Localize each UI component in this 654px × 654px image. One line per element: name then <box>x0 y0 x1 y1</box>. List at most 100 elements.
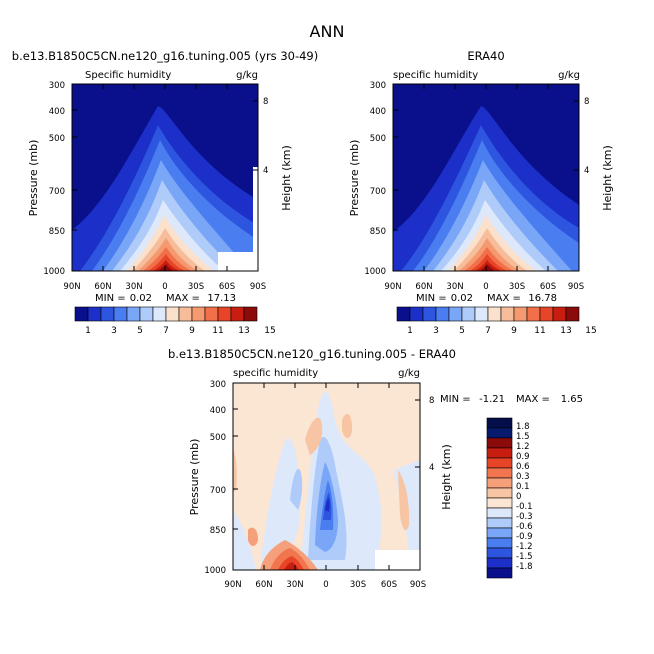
colorbar-swatch <box>513 306 528 322</box>
colorbar-swatch <box>243 306 258 322</box>
height-tick-label: 4 <box>263 166 268 176</box>
colorbar-label: 1.2 <box>516 442 530 452</box>
colorbar-label: 3 <box>433 326 439 336</box>
colorbar-swatch <box>486 547 513 559</box>
colorbar-label: 15 <box>585 326 596 336</box>
colorbar-swatch <box>486 557 513 569</box>
colorbar-label: 13 <box>560 326 571 336</box>
colorbar-label: 11 <box>212 326 223 336</box>
colorbar-label: 5 <box>459 326 465 336</box>
x-ticks <box>71 84 259 271</box>
colorbar-swatch <box>230 306 245 322</box>
page-title: ANN <box>310 22 345 41</box>
colorbar-label: -1.2 <box>516 542 533 552</box>
panel-title: b.e13.B1850C5CN.ne120_g16.tuning.005 - E… <box>168 347 456 361</box>
colorbar-label: 0.3 <box>516 472 530 482</box>
colorbar-swatch <box>486 497 513 509</box>
colorbar-swatch <box>500 306 515 322</box>
y-tick-label: 300 <box>210 380 226 390</box>
x-tick-label: 30S <box>350 580 366 590</box>
colorbar-swatch <box>409 306 424 322</box>
colorbar-label: 5 <box>137 326 143 336</box>
colorbar-swatch <box>448 306 463 322</box>
y-ticks <box>72 83 77 272</box>
min-label: MIN = <box>416 293 447 304</box>
colorbar-swatch <box>539 306 554 322</box>
colorbar-swatch <box>486 447 513 459</box>
colorbar-label: 0.9 <box>516 452 530 462</box>
x-tick-label: 90N <box>63 282 80 292</box>
y-tick-label: 700 <box>210 486 226 496</box>
panel-subtitle-left: Specific humidity <box>85 70 171 81</box>
y-tick-label: 400 <box>49 107 65 117</box>
y-axis-label: Pressure (mb) <box>27 140 40 217</box>
y-tick-label: 850 <box>49 227 65 237</box>
colorbar-swatch <box>486 487 513 499</box>
x-ticks <box>392 84 580 271</box>
height-axis-label: Height (km) <box>440 444 453 510</box>
y-tick-label: 1000 <box>204 566 226 576</box>
colorbar-swatch <box>486 567 513 579</box>
colorbar-label: -1.5 <box>516 552 533 562</box>
colorbar-swatch <box>178 306 193 322</box>
colorbar <box>74 306 258 322</box>
x-tick-label: 0 <box>162 282 167 292</box>
colorbar-swatch <box>486 427 513 439</box>
x-tick-label: 30N <box>446 282 463 292</box>
x-ticks <box>232 383 421 570</box>
colorbar-swatch <box>126 306 141 322</box>
max-label: MAX = <box>516 394 550 405</box>
x-tick-label: 30S <box>188 282 204 292</box>
x-tick-label: 30N <box>286 580 303 590</box>
colorbar-swatch <box>113 306 128 322</box>
max-value: 1.65 <box>561 394 583 405</box>
colorbar-swatch <box>217 306 232 322</box>
colorbar-swatch <box>422 306 437 322</box>
height-tick-label: 4 <box>429 463 434 473</box>
x-tick-label: 90N <box>224 580 241 590</box>
max-label: MAX = <box>487 293 521 304</box>
colorbar-label: -1.8 <box>516 562 533 572</box>
colorbar-label: 11 <box>534 326 545 336</box>
y-tick-label: 850 <box>210 526 226 536</box>
panel-subtitle-right: g/kg <box>236 70 258 81</box>
y-tick-label: 700 <box>370 187 386 197</box>
colorbar-swatch <box>139 306 154 322</box>
y-tick-label: 500 <box>370 134 386 144</box>
x-tick-label: 90S <box>250 282 266 292</box>
panel-subtitle-right: g/kg <box>398 368 420 379</box>
x-tick-label: 90S <box>410 580 426 590</box>
colorbar-swatch <box>486 477 513 489</box>
colorbar-swatch <box>474 306 489 322</box>
colorbar-swatch <box>461 306 476 322</box>
colorbar-swatch <box>191 306 206 322</box>
y-tick-label: 400 <box>370 107 386 117</box>
colorbar-swatch <box>486 537 513 549</box>
colorbar-label: 0.6 <box>516 462 530 472</box>
min-label: MIN = <box>95 293 126 304</box>
colorbar-swatch <box>486 457 513 469</box>
x-tick-label: 0 <box>323 580 328 590</box>
x-tick-label: 60S <box>381 580 397 590</box>
contour-field <box>233 383 420 570</box>
right-ticks <box>253 100 258 171</box>
x-tick-label: 0 <box>483 282 488 292</box>
height-axis-label: Height (km) <box>601 145 614 211</box>
colorbar-label: 1 <box>85 326 91 336</box>
y-axis-label: Pressure (mb) <box>348 140 361 217</box>
max-label: MAX = <box>166 293 200 304</box>
height-axis-label: Height (km) <box>280 145 293 211</box>
panel-subtitle-right: g/kg <box>558 70 580 81</box>
right-ticks <box>415 399 420 468</box>
height-tick-label: 8 <box>584 97 589 107</box>
colorbar-label: 9 <box>189 326 195 336</box>
y-ticks <box>233 382 238 571</box>
x-tick-label: 90N <box>384 282 401 292</box>
x-tick-label: 60N <box>415 282 432 292</box>
colorbar-label: 3 <box>111 326 117 336</box>
y-axis-label: Pressure (mb) <box>188 439 201 516</box>
colorbar-labels: 1 3 5 7 9 11 13 15 <box>407 326 597 336</box>
y-ticks <box>393 83 398 272</box>
colorbar-label: -0.6 <box>516 522 533 532</box>
